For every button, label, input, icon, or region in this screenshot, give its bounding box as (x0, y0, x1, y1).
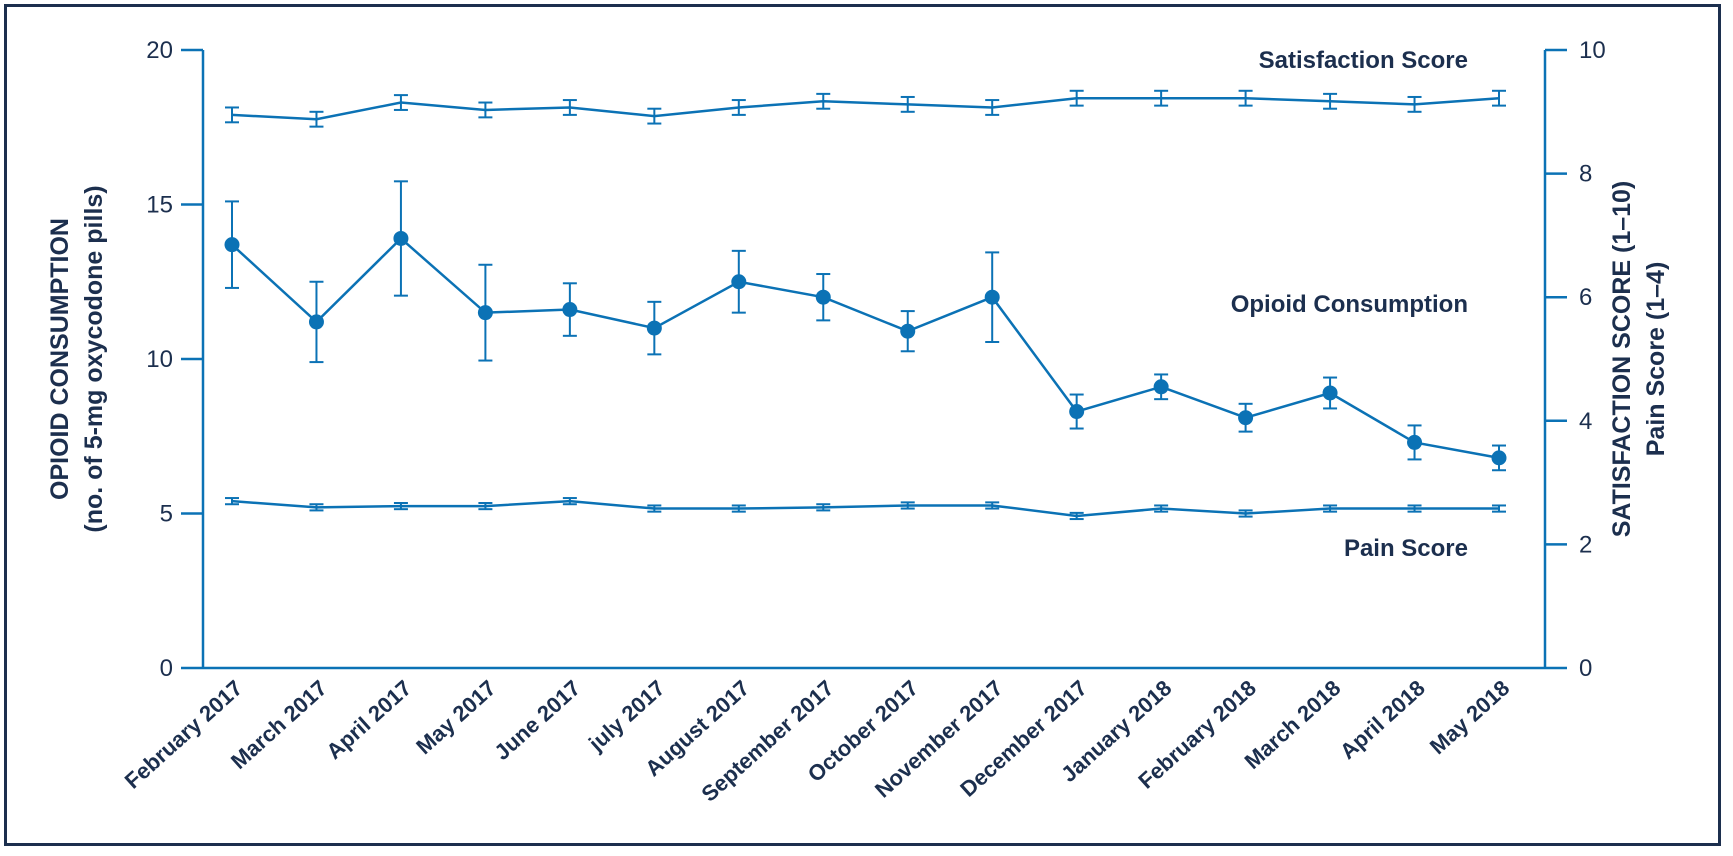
series-line (231, 96, 1500, 121)
x-tick-label: May 2018 (1425, 675, 1514, 759)
y-right-tick-label: 6 (1579, 284, 1592, 311)
error-bar (225, 497, 239, 506)
y-right-tick-label: 4 (1579, 408, 1592, 435)
error-bar (1154, 89, 1169, 107)
y-left-tick-label: 20 (146, 37, 173, 64)
error-bar (1069, 89, 1084, 107)
error-bar (225, 106, 239, 124)
series-layer (224, 89, 1507, 521)
y-left-tick-label: 15 (146, 192, 173, 219)
error-bar (816, 503, 831, 512)
data-point (900, 323, 916, 339)
x-tick-label: February 2017 (120, 675, 248, 793)
error-bar (309, 503, 324, 512)
series-label-pain: Pain Score (1344, 535, 1468, 562)
series-line (231, 236, 1500, 460)
error-bar (647, 504, 662, 513)
x-tick-label: June 2017 (489, 675, 585, 765)
error-bar (1154, 504, 1169, 513)
y-axis-right-subtitle: Pain Score (1–4) (1642, 262, 1670, 457)
series-opioid-consumption (224, 180, 1507, 472)
series-line (231, 499, 1499, 518)
error-bar (1492, 504, 1506, 513)
error-bar (1238, 509, 1253, 518)
error-bar (1069, 511, 1084, 521)
y-right-tick-label: 2 (1579, 531, 1592, 558)
data-point (1322, 385, 1338, 401)
labels-layer: Satisfaction Score Opioid Consumption Pa… (46, 47, 1670, 562)
y-axis-left-title: OPIOID CONSUMPTION (46, 218, 74, 500)
data-point (393, 230, 409, 246)
series-pain-score (225, 497, 1506, 521)
x-tick-label: july 2017 (583, 675, 670, 756)
error-bar (985, 501, 1000, 510)
error-bar (393, 94, 408, 111)
series-satisfaction-score (225, 89, 1506, 128)
error-bar (985, 99, 1000, 116)
data-point (646, 320, 662, 336)
data-point (308, 314, 324, 330)
error-bar (731, 99, 746, 116)
error-bar (647, 107, 662, 125)
data-point (1153, 379, 1169, 395)
x-tick-label: April 2018 (1335, 675, 1430, 764)
error-bar (1407, 504, 1422, 513)
error-bar (1238, 89, 1253, 107)
data-point (224, 237, 240, 253)
data-point (1491, 450, 1507, 466)
y-axis-left-subtitle: (no. of 5-mg oxycodone pills) (80, 185, 108, 532)
chart-frame (4, 4, 1721, 846)
error-bar (1492, 89, 1506, 107)
error-bar (1407, 95, 1422, 113)
data-point (477, 305, 493, 321)
error-bar (393, 501, 408, 511)
y-left-tick-label: 10 (146, 346, 173, 373)
data-point (815, 289, 831, 305)
data-point (562, 302, 578, 318)
error-bar (1323, 92, 1338, 110)
x-tick-label: May 2017 (411, 675, 500, 759)
error-bar (731, 504, 746, 513)
error-bar (900, 95, 915, 113)
error-bar (478, 501, 493, 511)
error-bar (562, 99, 577, 116)
data-point (1407, 434, 1423, 450)
data-point (984, 289, 1000, 305)
error-bar (478, 101, 493, 119)
y-left-tick-label: 0 (160, 655, 173, 682)
y-right-tick-label: 0 (1579, 655, 1592, 682)
y-axis-right-title: SATISFACTION SCORE (1–10) (1608, 181, 1636, 538)
error-bar (900, 501, 915, 510)
series-label-opioid: Opioid Consumption (1231, 291, 1468, 318)
error-bar (309, 110, 324, 128)
y-left-tick-label: 5 (160, 501, 173, 528)
x-tick-label: April 2017 (321, 675, 416, 764)
error-bar (816, 92, 831, 110)
error-bar (562, 497, 577, 506)
y-right-tick-label: 10 (1579, 37, 1606, 64)
data-point (1238, 410, 1254, 426)
error-bar (1323, 504, 1338, 513)
series-label-satisfaction: Satisfaction Score (1259, 47, 1468, 74)
data-point (1069, 404, 1085, 420)
data-point (731, 274, 747, 290)
y-right-tick-label: 8 (1579, 161, 1592, 188)
